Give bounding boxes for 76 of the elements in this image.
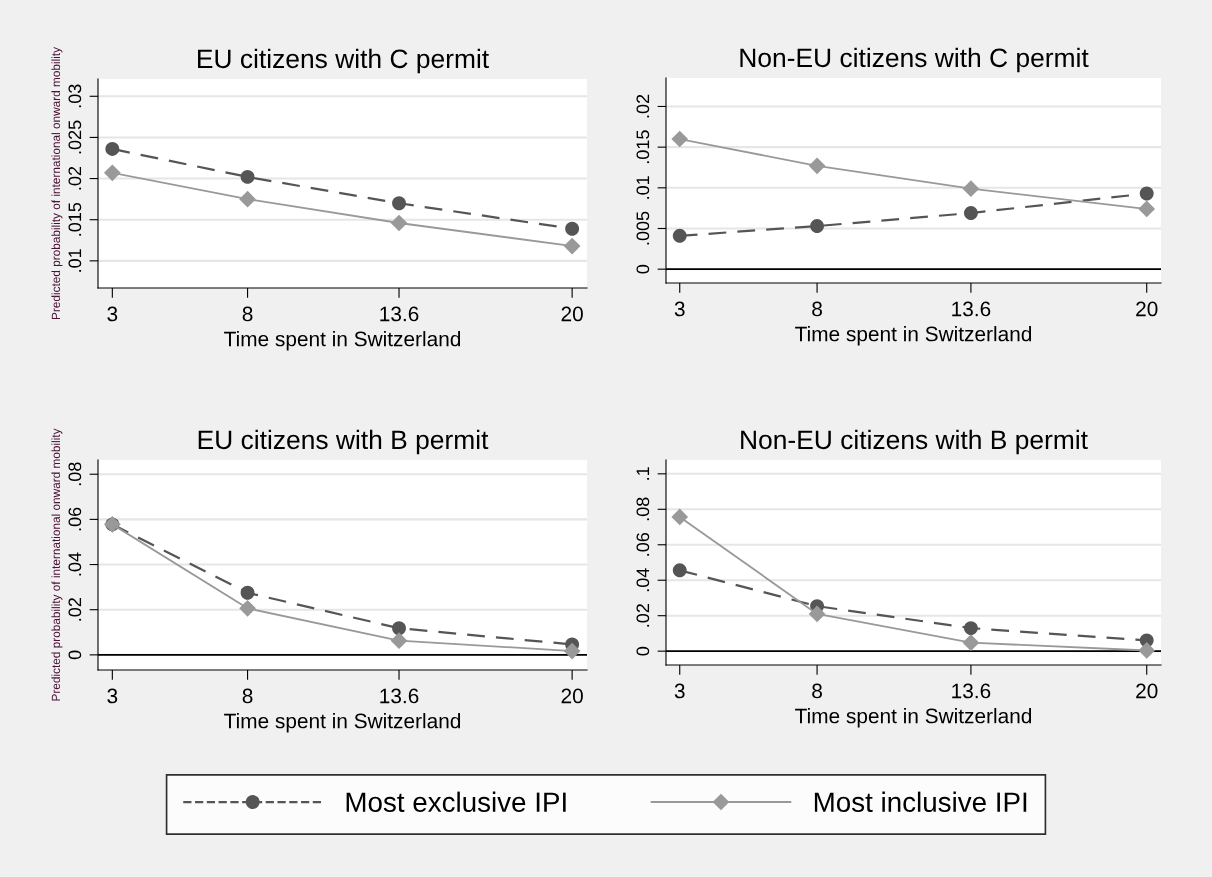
y-tick-label: 0 — [636, 264, 650, 274]
y-tick-label: .005 — [636, 211, 650, 245]
point — [240, 585, 255, 600]
y-tick-label: .015 — [636, 130, 650, 164]
y-tick-label: .1 — [636, 467, 650, 480]
point — [963, 621, 978, 636]
x-tick-label: 20 — [1136, 683, 1158, 699]
x-tick-label: 8 — [812, 301, 822, 317]
chart-title: EU citizens with B permit — [198, 429, 489, 455]
y-tick-label: .03 — [68, 84, 82, 108]
point — [565, 221, 580, 236]
x-tick-label: 20 — [1136, 301, 1158, 317]
y-tick-label: .08 — [636, 497, 650, 521]
y-tick-label: .01 — [68, 249, 82, 272]
point — [672, 228, 687, 243]
x-tick-label: 13.6 — [380, 306, 419, 322]
y-tick-label: .025 — [68, 120, 82, 154]
x-tick-label: 3 — [107, 306, 118, 322]
y-axis-title: Predicted probability of international onward mobility — [51, 47, 63, 320]
y-tick-label: .04 — [636, 568, 650, 592]
x-tick-label: 13.6 — [380, 688, 419, 704]
point — [390, 214, 408, 232]
y-tick-label: 0 — [68, 650, 82, 660]
point — [1139, 186, 1154, 201]
chart-title: EU citizens with C permit — [198, 48, 489, 74]
x-axis-title: Time spent in Switzerland — [795, 326, 1032, 346]
y-tick-label: .02 — [68, 166, 82, 190]
point — [1138, 642, 1156, 659]
y-tick-label: 0 — [636, 646, 650, 656]
y-tick-label: .02 — [636, 604, 650, 627]
y-tick-label: .02 — [68, 598, 82, 621]
legend-label: Most exclusive IPI — [346, 791, 566, 813]
point — [808, 157, 826, 175]
point — [962, 634, 980, 651]
point — [390, 632, 408, 649]
point — [810, 219, 825, 233]
y-axis-title: Predicted probability of international onward mobility — [51, 428, 63, 701]
y-tick-label: .06 — [636, 533, 650, 556]
point — [392, 196, 406, 211]
legend-label: Most inclusive IPI — [814, 791, 1027, 813]
point — [962, 180, 980, 197]
point — [808, 605, 826, 623]
x-tick-label: 20 — [561, 688, 583, 704]
x-tick-label: 3 — [674, 301, 685, 317]
y-tick-label: .015 — [68, 202, 82, 236]
point — [671, 508, 689, 526]
chart-title: Non-EU citizens with C permit — [740, 47, 1089, 73]
x-tick-label: 3 — [107, 688, 118, 704]
point — [392, 621, 406, 636]
y-tick-label: .02 — [636, 94, 650, 118]
point — [563, 237, 581, 255]
point — [240, 169, 255, 184]
point — [563, 642, 581, 660]
chart-title: Non-EU citizens with B permit — [741, 429, 1088, 455]
point — [671, 130, 689, 148]
x-tick-label: 8 — [242, 306, 253, 322]
y-tick-label: .04 — [68, 552, 82, 576]
x-axis-title: Time spent in Switzerland — [795, 708, 1032, 728]
x-tick-label: 20 — [561, 306, 583, 322]
point — [963, 206, 978, 220]
x-tick-label: 3 — [674, 683, 685, 699]
point — [672, 563, 687, 578]
point — [239, 190, 256, 208]
y-tick-label: .01 — [636, 176, 650, 199]
x-axis-title: Time spent in Switzerland — [224, 331, 461, 351]
point — [1138, 200, 1156, 218]
point — [239, 600, 256, 617]
y-tick-label: .08 — [68, 462, 82, 486]
x-tick-label: 13.6 — [952, 301, 991, 317]
x-tick-label: 13.6 — [952, 683, 991, 699]
point — [103, 164, 121, 182]
x-tick-label: 8 — [242, 688, 253, 704]
point — [105, 142, 120, 156]
y-tick-label: .06 — [68, 507, 82, 531]
x-axis-title: Time spent in Switzerland — [224, 713, 461, 733]
x-tick-label: 8 — [812, 683, 822, 699]
